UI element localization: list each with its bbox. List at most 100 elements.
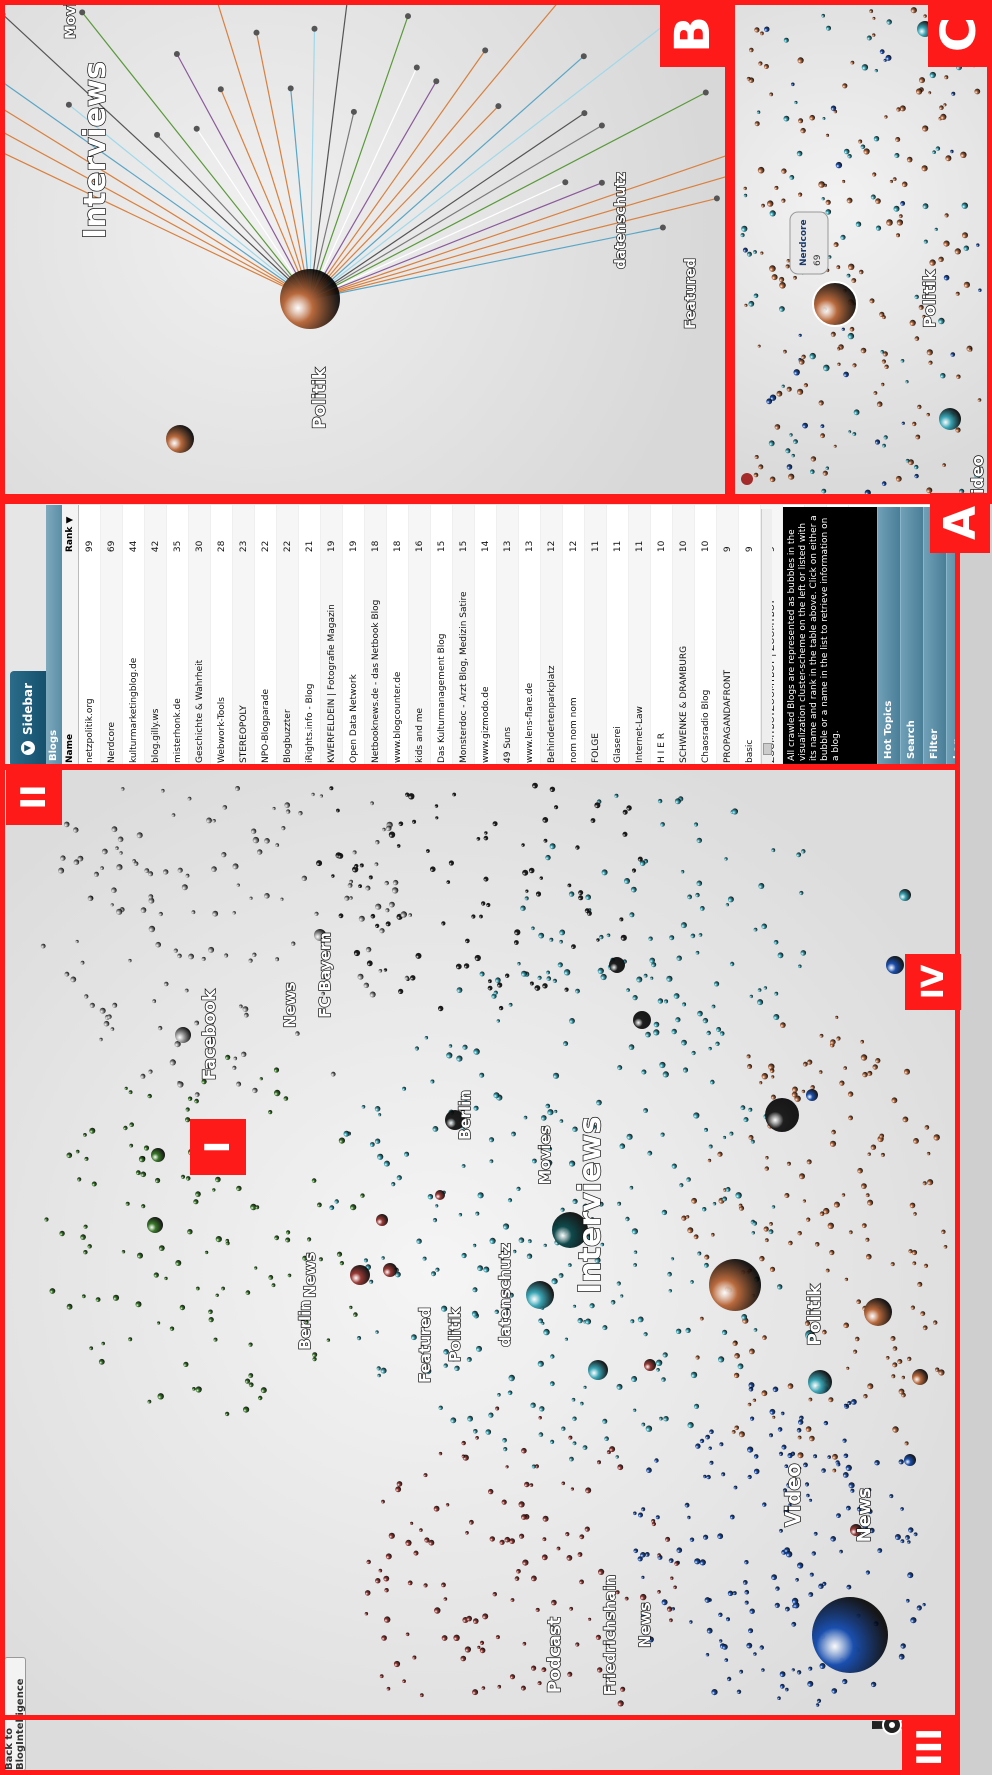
blog-bubble[interactable] (497, 982, 503, 988)
blog-bubble[interactable] (722, 1329, 728, 1335)
blog-bubble[interactable] (870, 194, 876, 200)
blog-bubble[interactable] (488, 1412, 494, 1418)
blog-bubble[interactable] (785, 1606, 790, 1612)
blog-bubble[interactable] (416, 1238, 422, 1244)
blog-bubble[interactable] (748, 1628, 754, 1634)
blog-bubble[interactable] (575, 1642, 580, 1647)
blog-bubble[interactable] (66, 1152, 73, 1159)
blog-bubble[interactable] (803, 383, 809, 388)
blog-bubble[interactable] (383, 968, 388, 972)
blog-bubble[interactable] (425, 1368, 432, 1375)
blog-bubble[interactable] (525, 889, 529, 893)
blog-bubble[interactable] (751, 1231, 755, 1235)
blog-bubble[interactable] (943, 274, 950, 281)
blog-bubble[interactable] (40, 943, 46, 949)
blog-bubble[interactable] (148, 925, 156, 933)
blog-bubble[interactable] (769, 394, 777, 401)
blog-bubble[interactable] (311, 1178, 317, 1183)
blog-bubble[interactable] (910, 7, 917, 14)
blog-bubble[interactable] (777, 1284, 783, 1290)
blog-bubble[interactable] (911, 1249, 918, 1256)
blog-bubble[interactable] (894, 153, 900, 158)
blog-bubble[interactable] (250, 1203, 257, 1211)
blog-bubble[interactable] (585, 1487, 592, 1494)
blog-bubble[interactable] (539, 876, 543, 880)
blog-bubble[interactable] (516, 1569, 521, 1574)
blog-bubble[interactable] (807, 1680, 814, 1687)
blog-bubble[interactable] (475, 1211, 480, 1216)
blog-bubble[interactable] (365, 885, 371, 891)
blog-bubble[interactable] (689, 1620, 693, 1624)
blog-bubble[interactable] (676, 1547, 683, 1553)
blog-bubble[interactable] (738, 1203, 743, 1208)
blog-bubble[interactable] (364, 1590, 371, 1596)
blog-bubble[interactable] (157, 1321, 161, 1325)
blog-bubble[interactable] (802, 1061, 808, 1067)
blog-bubble[interactable] (195, 1286, 200, 1291)
blog-bubble[interactable] (806, 1217, 811, 1222)
blog-bubble[interactable] (99, 1037, 103, 1042)
blog-bubble[interactable] (430, 1079, 435, 1084)
blog-bubble[interactable] (783, 37, 789, 43)
blog-bubble[interactable] (404, 1151, 410, 1157)
blog-bubble[interactable] (709, 1429, 714, 1434)
blog-bubble[interactable] (326, 1338, 331, 1342)
blog-bubble[interactable] (462, 1095, 469, 1102)
blog-bubble[interactable] (631, 1228, 639, 1235)
blog-bubble[interactable] (761, 1668, 765, 1672)
blog-bubble[interactable] (491, 993, 497, 999)
blog-bubble[interactable] (797, 1562, 804, 1569)
blog-table-row[interactable]: kids and me 16 (408, 505, 431, 767)
blog-bubble[interactable] (460, 1655, 467, 1662)
blog-bubble[interactable] (651, 962, 657, 968)
blog-bubble[interactable] (370, 913, 376, 919)
blog-bubble[interactable] (632, 1408, 637, 1412)
blog-bubble[interactable] (754, 455, 759, 459)
blog-bubble[interactable] (747, 1474, 752, 1480)
blog-bubble[interactable] (843, 148, 850, 155)
blog-bubble[interactable] (396, 1481, 403, 1487)
blog-bubble[interactable] (699, 1438, 705, 1444)
blog-bubble[interactable] (657, 798, 663, 804)
blog-bubble[interactable] (786, 386, 792, 392)
blog-bubble[interactable] (954, 248, 961, 255)
blog-bubble[interactable] (361, 1104, 366, 1109)
blog-table-row[interactable]: Nerdcore 69 (100, 505, 123, 767)
blog-bubble[interactable] (629, 1185, 634, 1190)
blog-bubble[interactable] (582, 1203, 589, 1210)
blog-bubble[interactable] (697, 1251, 702, 1256)
blog-bubble[interactable] (531, 1665, 537, 1671)
blog-bubble[interactable] (781, 384, 785, 388)
blog-bubble[interactable] (567, 1263, 572, 1267)
blog-bubble[interactable] (116, 864, 123, 871)
blog-bubble[interactable] (591, 1124, 597, 1129)
blog-bubble[interactable] (799, 1415, 804, 1421)
blog-bubble[interactable] (647, 1636, 654, 1643)
blog-name-cell[interactable]: Netbooknews.de - das Netbook Blog (364, 556, 387, 767)
blog-bubble[interactable] (668, 1289, 672, 1293)
blog-bubble[interactable] (741, 225, 748, 232)
blog-bubble[interactable] (185, 873, 190, 878)
blog-bubble[interactable] (423, 1473, 428, 1478)
blog-bubble[interactable] (316, 860, 323, 867)
blog-bubble[interactable] (441, 921, 446, 926)
blog-bubble[interactable] (49, 1288, 56, 1294)
blog-bubble[interactable] (473, 1105, 479, 1111)
blog-bubble[interactable] (489, 1159, 494, 1164)
blog-bubble[interactable] (900, 1507, 904, 1511)
blog-bubble[interactable] (614, 793, 619, 798)
blog-bubble[interactable] (488, 979, 492, 984)
blog-bubble[interactable] (643, 1108, 648, 1113)
blog-bubble[interactable] (569, 1018, 575, 1024)
blog-bubble[interactable] (419, 1693, 424, 1698)
blog-bubble[interactable] (731, 1429, 736, 1434)
blog-bubble[interactable] (671, 1028, 677, 1035)
blog-bubble[interactable] (375, 923, 380, 928)
blog-bubble[interactable] (83, 1133, 87, 1137)
blog-bubble[interactable] (443, 1597, 448, 1601)
blog-bubble[interactable] (724, 1658, 729, 1662)
blog-bubble[interactable] (773, 939, 779, 945)
blog-bubble[interactable] (532, 782, 538, 789)
blog-bubble[interactable] (842, 179, 846, 184)
blog-bubble[interactable] (140, 907, 147, 913)
